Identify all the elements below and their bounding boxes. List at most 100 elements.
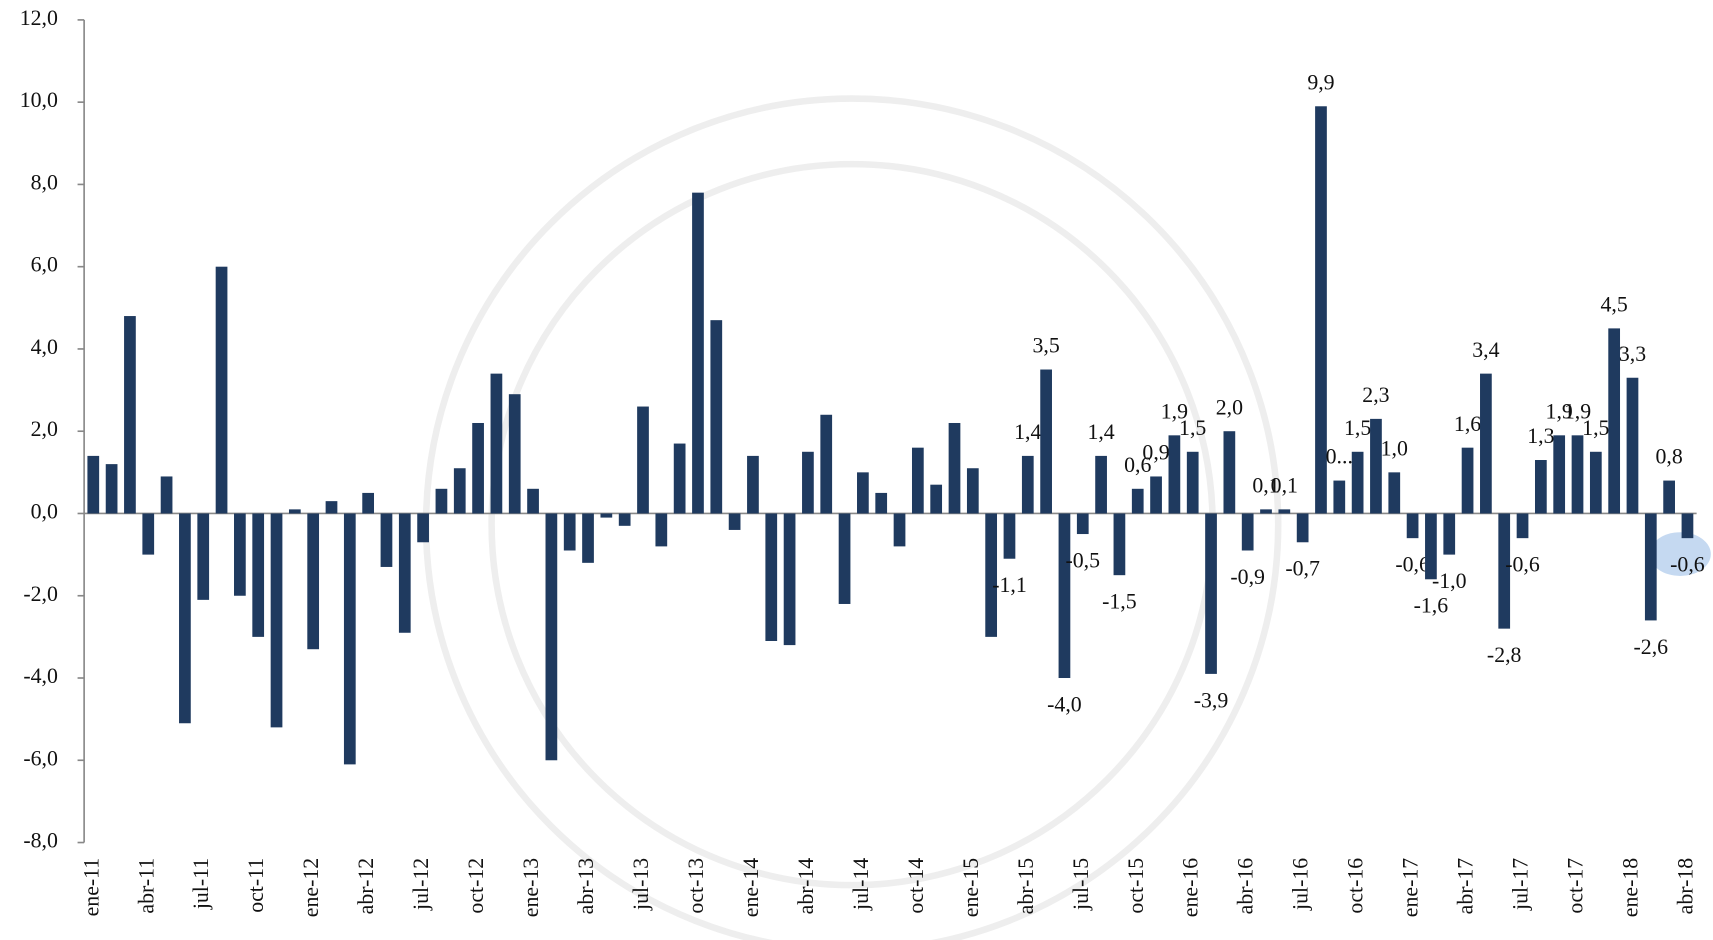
bar — [288, 509, 301, 514]
bar — [582, 513, 594, 563]
x-tick-label: abr-14 — [794, 858, 818, 915]
value-label: 0,6 — [1124, 453, 1151, 477]
value-label: 4,5 — [1601, 293, 1628, 317]
bar — [1040, 369, 1052, 514]
value-label: -0,9 — [1230, 565, 1265, 589]
bar — [1498, 513, 1511, 629]
x-tick-label: jul-13 — [629, 858, 653, 911]
x-tick-label: ene-14 — [739, 858, 763, 917]
bar — [820, 414, 833, 514]
value-label: 1,0 — [1381, 437, 1408, 461]
bar — [1058, 513, 1071, 679]
bar — [1425, 513, 1437, 580]
value-label: -1,5 — [1102, 590, 1137, 614]
y-tick-label: -2,0 — [23, 582, 58, 606]
x-tick-label: ene-15 — [959, 858, 983, 917]
y-tick-label: 2,0 — [31, 417, 58, 441]
bar — [453, 468, 466, 514]
x-tick-label: oct-12 — [464, 858, 488, 914]
x-tick-label: ene-12 — [299, 858, 323, 917]
bar — [838, 513, 851, 604]
bar — [270, 513, 283, 728]
value-label: 1,9 — [1161, 399, 1188, 423]
bar — [197, 513, 210, 600]
x-tick-label: ene-17 — [1399, 858, 1423, 917]
bar — [911, 447, 924, 514]
x-tick-label: jul-15 — [1069, 858, 1093, 911]
x-tick-label: oct-15 — [1124, 858, 1148, 914]
bar — [563, 513, 576, 551]
bar — [1003, 513, 1016, 559]
value-label: -0,6 — [1395, 553, 1430, 577]
value-label: -1,0 — [1432, 569, 1467, 593]
y-tick-label: -4,0 — [23, 664, 58, 688]
bar — [545, 513, 558, 761]
value-label: 1,6 — [1454, 412, 1481, 436]
value-label: -0,6 — [1505, 553, 1540, 577]
bar — [710, 320, 723, 514]
value-label: 1,9 — [1546, 399, 1573, 423]
bar — [343, 513, 356, 765]
value-label: 3,5 — [1032, 334, 1059, 358]
value-label: 9,9 — [1307, 70, 1334, 94]
bar — [1241, 513, 1254, 551]
value-label: 1,4 — [1014, 420, 1041, 444]
value-label: 1,9 — [1564, 399, 1591, 423]
x-tick-label: ene-13 — [519, 858, 543, 917]
bar — [966, 468, 979, 514]
x-tick-label: ene-18 — [1618, 858, 1642, 917]
x-tick-label: ene-11 — [79, 858, 103, 917]
bar — [765, 513, 778, 641]
bar — [105, 464, 118, 514]
y-tick-label: 12,0 — [20, 6, 58, 30]
bar — [362, 492, 375, 514]
bar — [1516, 513, 1529, 539]
x-tick-label: jul-16 — [1289, 858, 1313, 911]
value-label: 0,1 — [1271, 474, 1298, 498]
value-label: 0... — [1326, 445, 1353, 469]
y-tick-label: 8,0 — [31, 170, 58, 194]
y-tick-label: 4,0 — [31, 335, 58, 359]
x-tick-label: ene-16 — [1179, 858, 1203, 917]
bar — [179, 513, 191, 724]
highlight — [1649, 532, 1711, 576]
bar — [380, 513, 393, 567]
bar — [1131, 488, 1144, 514]
bar — [1113, 513, 1126, 576]
bar — [747, 455, 759, 514]
bar — [637, 406, 649, 514]
bar — [252, 513, 265, 637]
bar — [1223, 431, 1236, 514]
x-tick-label: oct-14 — [904, 858, 928, 914]
bar — [1370, 418, 1382, 514]
x-tick-label: oct-11 — [244, 858, 268, 913]
value-label: 1,3 — [1527, 424, 1554, 448]
value-label: -4,0 — [1047, 692, 1082, 716]
bar — [692, 192, 704, 514]
x-tick-label: jul-11 — [189, 858, 213, 910]
bar — [1663, 480, 1675, 514]
bar — [1278, 509, 1291, 514]
x-tick-label: oct-16 — [1344, 858, 1368, 914]
bar — [1589, 451, 1602, 514]
value-label: 0,9 — [1142, 441, 1169, 465]
bar — [307, 513, 320, 650]
bar — [1076, 513, 1089, 535]
bar — [1021, 455, 1034, 514]
bar — [985, 513, 998, 637]
value-label: 3,3 — [1619, 342, 1646, 366]
bar — [600, 513, 613, 518]
y-tick-label: -6,0 — [23, 746, 58, 770]
value-label: -2,6 — [1634, 635, 1669, 659]
bar — [948, 422, 961, 514]
bar — [783, 513, 796, 646]
bar — [655, 513, 668, 547]
value-label: 1,5 — [1582, 416, 1609, 440]
bar — [234, 513, 246, 596]
bar — [1260, 509, 1272, 514]
x-tick-label: abr-11 — [134, 858, 158, 914]
x-tick-label: abr-17 — [1454, 858, 1478, 915]
y-tick-label: 10,0 — [20, 88, 58, 112]
